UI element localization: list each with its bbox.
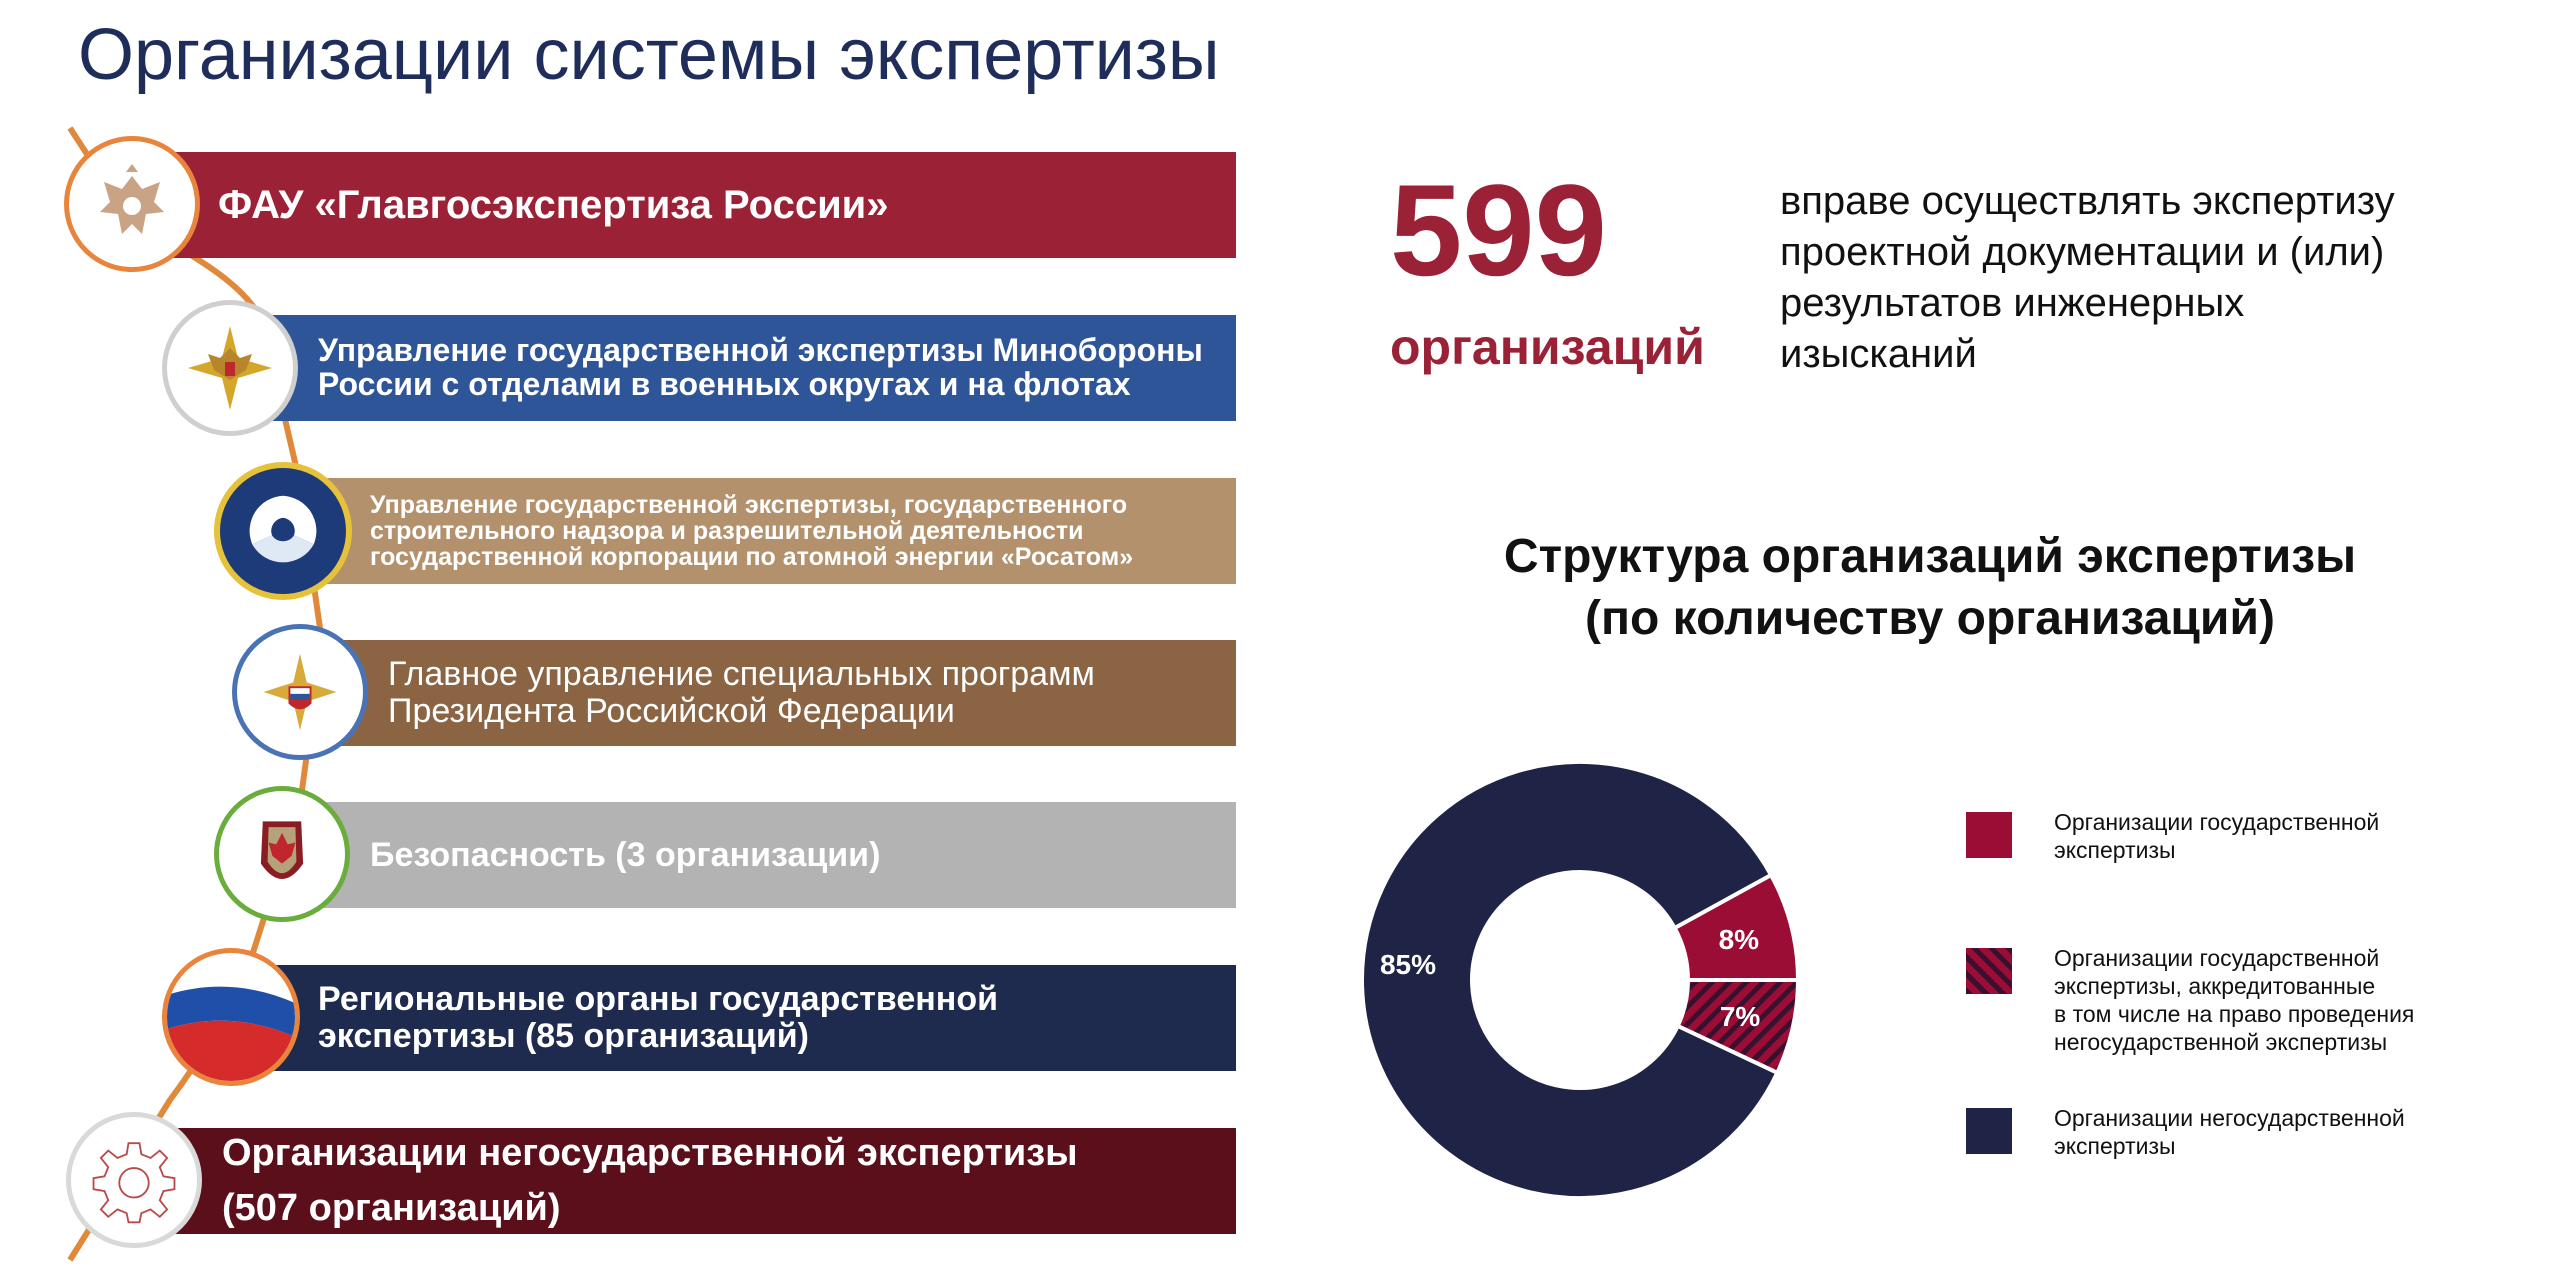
- legend-label-line: Организации государственной: [2054, 809, 2380, 835]
- legend-label-line: в том числе на право проведения: [2054, 1001, 2415, 1027]
- badge-glavgosexpertiza: [64, 136, 200, 272]
- summary-description-line: вправе осуществлять экспертизу: [1780, 179, 2395, 223]
- legend-label: Организации государственной экспертизы, а…: [2054, 944, 2494, 1056]
- chart-title: Структура организаций экспертизы (по кол…: [1420, 526, 2440, 650]
- org-bar: Главное управление специальных программ П…: [320, 640, 1236, 746]
- org-bar-label: России с отделами в военных округах и на…: [318, 366, 1131, 402]
- org-bar-label: государственной корпорации по атомной эн…: [370, 543, 1134, 572]
- rosatom-logo-icon: [234, 482, 332, 580]
- org-bar-label: Региональные органы государственной: [318, 979, 998, 1018]
- org-bar: Безопасность (3 организации): [300, 802, 1236, 908]
- badge-gusp: [232, 624, 368, 760]
- legend-label-line: Организации негосударственной: [2054, 1105, 2405, 1131]
- gusp-emblem-icon: [263, 653, 337, 731]
- org-bar: Региональные органы государственной экспе…: [248, 965, 1236, 1071]
- org-bar-label: Организации негосударственной экспертизы: [222, 1131, 1078, 1174]
- org-bar-label: Главное управление специальных программ: [388, 654, 1095, 693]
- badge-rosatom: [214, 462, 352, 600]
- gear-icon: [92, 1142, 176, 1224]
- slice-value-label: 8%: [1719, 924, 1760, 955]
- badge-regional: [162, 948, 300, 1086]
- org-bar-label: экспертизы (85 организаций): [318, 1017, 809, 1055]
- legend-label-line: экспертизы: [2054, 1133, 2176, 1159]
- org-bar-label: Безопасность (3 организации): [370, 835, 881, 874]
- org-bar: Организации негосударственной экспертизы…: [150, 1128, 1236, 1234]
- ministry-of-defence-emblem-icon: [188, 326, 272, 410]
- fsb-shield-emblem-icon: [260, 821, 304, 879]
- legend-label-line: экспертизы: [2054, 837, 2176, 863]
- summary-description-line: результатов инженерных: [1780, 281, 2245, 325]
- legend-swatch: [1966, 1108, 2012, 1154]
- slice-value-label: 7%: [1720, 1001, 1761, 1032]
- org-bar-label: Президента Российской Федерации: [388, 692, 955, 730]
- org-bar: ФАУ «Главгосэкспертиза России»: [150, 152, 1236, 258]
- org-bar-label: строительного надзора и разрешительной д…: [370, 516, 1084, 545]
- legend-label-line: Организации государственной: [2054, 945, 2380, 971]
- org-bar-label: ФАУ «Главгосэкспертиза России»: [218, 182, 889, 227]
- summary-description: вправе осуществлять экспертизу проектной…: [1780, 176, 2500, 380]
- legend-label-line: экспертизы, аккредитованные: [2054, 973, 2376, 999]
- chart-title-line: (по количеству организаций): [1585, 592, 2275, 645]
- total-organizations-unit: организаций: [1390, 319, 1705, 375]
- donut-chart: 8% 7% 85%: [1360, 760, 1801, 1200]
- org-bar-label: Управление государственной экспертизы Ми…: [318, 332, 1203, 369]
- badge-ministry-of-defence: [162, 300, 298, 436]
- legend-label: Организации негосударственной экспертизы: [2054, 1104, 2494, 1160]
- chart-title-line: Структура организаций экспертизы: [1503, 530, 2357, 583]
- legend-label-line: негосударственной экспертизы: [2054, 1029, 2388, 1055]
- page-title: Организации системы экспертизы: [78, 15, 1220, 95]
- summary-description-line: изысканий: [1780, 332, 1977, 376]
- org-bar-label: (507 организаций): [222, 1187, 561, 1229]
- badge-security: [214, 786, 350, 922]
- double-headed-eagle-emblem-icon: [100, 164, 164, 234]
- russian-flag-icon: [167, 955, 295, 1081]
- org-bar: Управление государственной экспертизы, г…: [300, 478, 1236, 584]
- legend-swatch: [1966, 948, 2012, 994]
- slice-non-state-expertise: [1360, 760, 1780, 1200]
- legend-label: Организации государственной экспертизы: [2054, 808, 2494, 864]
- badge-non-state: [66, 1112, 202, 1248]
- slice-value-label: 85%: [1380, 949, 1436, 980]
- org-bar-label: Управление государственной экспертизы, г…: [370, 490, 1128, 519]
- summary-description-line: проектной документации и (или): [1780, 230, 2385, 274]
- total-organizations-number: 599: [1390, 157, 1607, 303]
- org-bar: Управление государственной экспертизы Ми…: [248, 315, 1236, 421]
- legend-swatch: [1966, 812, 2012, 858]
